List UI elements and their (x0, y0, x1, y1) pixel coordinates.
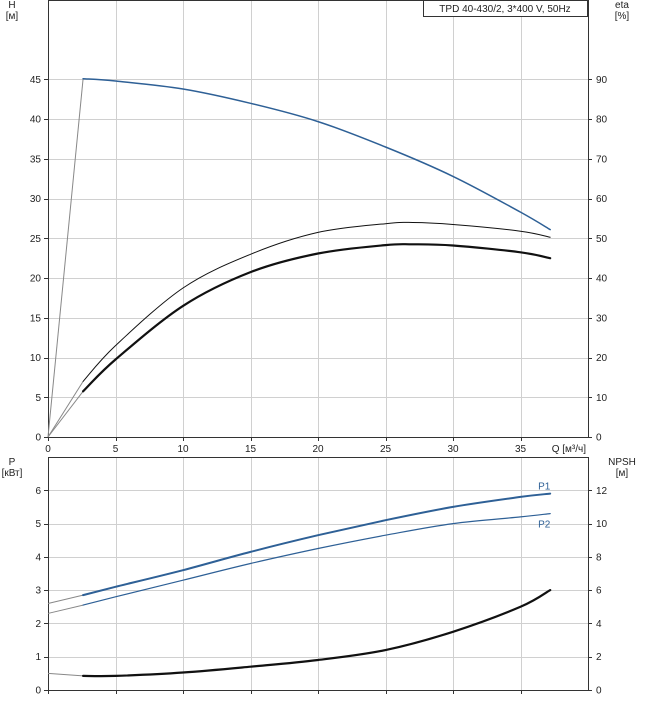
head-efficiency-plot-frame (48, 0, 589, 438)
head-efficiency-y2-tick-label: 0 (596, 433, 602, 444)
head-efficiency-y-tick-label: 15 (30, 313, 42, 324)
head-efficiency-title: TPD 40-430/2, 3*400 V, 50Hz (439, 4, 570, 15)
head-efficiency-y2-tick-label: 80 (596, 115, 608, 126)
head-efficiency-y2-tick-label: 10 (596, 393, 608, 404)
power-npsh-P1-curve (82, 492, 552, 597)
head-efficiency-y-tick-label: 5 (35, 393, 41, 404)
head-efficiency-x-tick-label: 0 (45, 444, 51, 455)
head-efficiency-y2-tick-label: 90 (596, 75, 608, 86)
head-efficiency-x-tick-label: 5 (113, 444, 119, 455)
head-efficiency-y-tick-label: 45 (30, 75, 42, 86)
head-efficiency-y-label-unit: [м] (6, 11, 19, 22)
head-efficiency-x-tick-label: 20 (312, 444, 324, 455)
power-npsh-P2-curve (82, 513, 551, 606)
head-efficiency-eta_u-extension-line (47, 391, 84, 438)
head-efficiency-y-tick-label: 20 (30, 274, 42, 285)
head-efficiency-y-tick-label: 25 (30, 234, 42, 245)
head-efficiency-y2-tick-label: 20 (596, 353, 608, 364)
power-npsh-y-tick-label: 6 (35, 486, 41, 497)
power-npsh-y2-tick-label: 6 (596, 586, 602, 597)
head-efficiency-y2-tick-label: 50 (596, 234, 608, 245)
head-efficiency-y-tick-label: 35 (30, 154, 42, 165)
head-efficiency-x-axis-label: Q [м³/ч] (552, 444, 587, 455)
power-npsh-y2-tick-label: 2 (596, 652, 602, 663)
head-efficiency-x-tick-label: 15 (245, 444, 257, 455)
power-npsh-plot-frame (48, 457, 589, 691)
power-npsh-P2-series-label: P2 (538, 520, 551, 531)
power-npsh-y2-tick-label: 4 (596, 619, 602, 630)
power-npsh-y-label-name: P (9, 457, 16, 468)
head-efficiency-y2-tick-label: 60 (596, 194, 608, 205)
head-efficiency-x-tick-label: 25 (380, 444, 392, 455)
head-efficiency-y2-label-name: eta (615, 0, 629, 11)
head-efficiency-y-tick-label: 40 (30, 115, 42, 126)
head-efficiency-y2-tick-label: 40 (596, 274, 608, 285)
head-efficiency-y-tick-label: 30 (30, 194, 42, 205)
head-efficiency-x-tick-label: 35 (515, 444, 527, 455)
power-npsh-P1-series-label: P1 (538, 482, 551, 493)
head-efficiency-y-tick-label: 0 (35, 433, 41, 444)
power-npsh-NPSH-curve (82, 589, 552, 678)
power-npsh-y2-tick-label: 0 (596, 686, 602, 697)
power-npsh-y-tick-label: 1 (35, 652, 41, 663)
power-npsh-y-tick-label: 2 (35, 619, 41, 630)
head-efficiency-x-tick-label: 30 (447, 444, 459, 455)
power-npsh-y2-tick-label: 12 (596, 486, 608, 497)
power-npsh-y2-label-unit: [м] (616, 468, 629, 479)
power-npsh-y-tick-label: 0 (35, 686, 41, 697)
power-npsh-y-label-unit: [кВт] (2, 468, 23, 479)
head-efficiency-eta-curve (82, 221, 551, 382)
power-npsh-y-tick-label: 3 (35, 586, 41, 597)
head-efficiency-y-label-name: H (8, 0, 15, 11)
power-npsh-y2-tick-label: 10 (596, 519, 608, 530)
head-efficiency-H-curve (82, 77, 551, 231)
head-efficiency-H-extension-line (47, 78, 84, 438)
head-efficiency-y2-tick-label: 30 (596, 313, 608, 324)
head-efficiency-eta-extension-line (47, 381, 84, 438)
head-efficiency-y2-tick-label: 70 (596, 154, 608, 165)
power-npsh-P1-extension-line (47, 594, 84, 604)
head-efficiency-y-tick-label: 10 (30, 353, 42, 364)
power-npsh-y-tick-label: 4 (35, 552, 41, 563)
power-npsh-P2-extension-line (47, 604, 84, 614)
head-efficiency-title-box (423, 0, 588, 17)
power-npsh-NPSH-extension-line (47, 672, 84, 677)
power-npsh-y2-label-name: NPSH (608, 457, 636, 468)
power-npsh-y-tick-label: 5 (35, 519, 41, 530)
head-efficiency-y2-label-unit: [%] (615, 11, 630, 22)
head-efficiency-eta_u-curve (82, 243, 552, 393)
power-npsh-y2-tick-label: 8 (596, 552, 602, 563)
head-efficiency-x-tick-label: 10 (177, 444, 189, 455)
